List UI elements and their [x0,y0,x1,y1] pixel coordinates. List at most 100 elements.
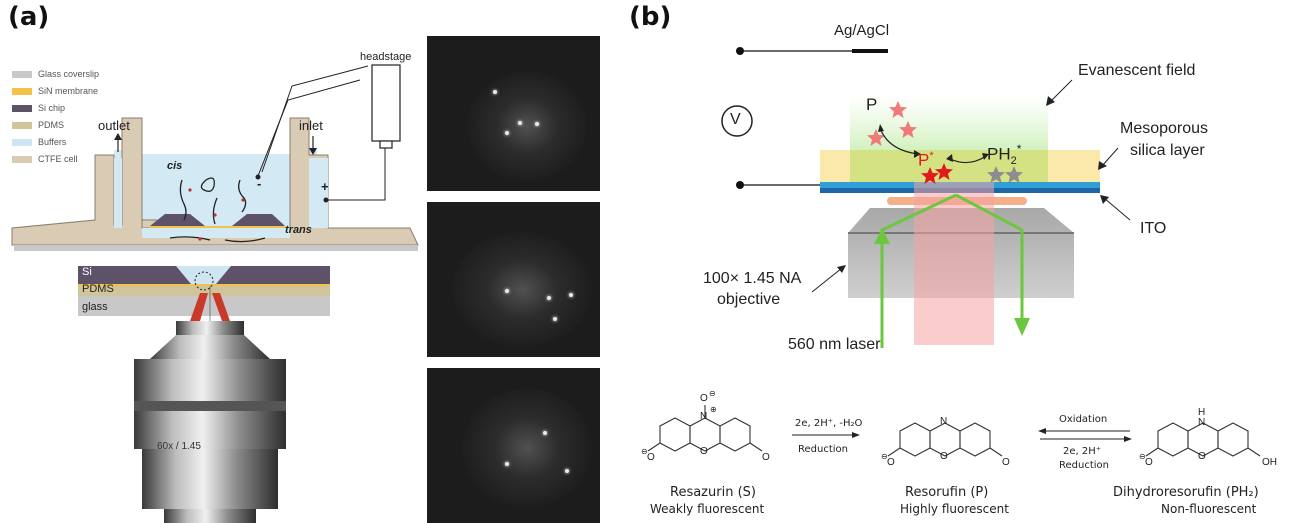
excited-product-star [921,167,939,184]
atom-label: N [1198,417,1206,428]
product-star [889,101,907,118]
dihydroresorufin-structure [1145,422,1261,457]
dna-label [213,213,217,217]
emission-column [914,182,994,345]
legend-item: SiN membrane [12,86,98,96]
cis-label: cis [167,160,183,172]
laser-beam [190,293,208,321]
objective-base [164,509,256,523]
voltage-source-icon [721,105,753,137]
legend-item: CTFE cell [12,154,78,164]
ito-pointer-head [1100,195,1109,204]
buffer-channel [142,228,290,238]
atom-label: O [887,457,895,468]
dna-strand [179,179,187,221]
headstage-label: headstage [360,51,412,63]
legend-label: SiN membrane [38,86,99,96]
legend-swatch [12,138,32,146]
laser-arrowhead-down [1014,318,1030,336]
exchange-arrow [879,127,919,155]
evanescent-label: Evanescent field [1078,62,1196,79]
reduced-star [987,166,1005,183]
glass-coverslip [14,245,418,251]
reaction2-conditions: 2e, 2H⁺ [1063,446,1102,457]
product-star [899,121,917,138]
fluorescent-spot [518,121,522,125]
headstage-box [371,64,401,142]
fluorescent-spot [493,90,497,94]
legend-swatch [12,155,32,163]
atom-label: N [940,416,948,427]
reduced-star [1005,166,1023,183]
atom-label: O [1145,457,1153,468]
dna-label [188,188,192,192]
glass-layer-label: glass [82,301,108,313]
evanescent-pointer [1049,79,1073,103]
panel-b-label: (b) [629,2,672,32]
sin-membrane [150,226,285,228]
dna-strand [212,197,218,225]
compound-desc-dihydroresorufin: Non-fluorescent [1161,502,1257,516]
atom-label: O [647,452,655,463]
silica-layer-label: silica layer [1130,142,1205,159]
ph2-subscript: 2 [1010,155,1017,168]
objective-label: 100× 1.45 NA [703,270,802,287]
trans-label: trans [285,224,312,236]
ph2-asterisk: * [1016,142,1022,156]
legend-label: Glass coverslip [38,69,100,79]
background-glow [462,388,592,508]
product-star [867,129,885,146]
electrode-cis [255,174,261,180]
resorufin-structure [887,422,1003,457]
dna-label [198,237,202,241]
fluorescence-frame-3 [427,368,600,523]
atom-label: O [762,452,770,463]
fluorescence-frame-2 [427,202,600,357]
sin-layer [78,284,330,286]
ito-label: ITO [1140,220,1167,237]
voltage-label: V [730,111,741,128]
dna-strand [169,236,211,241]
excited-product-star [935,163,953,180]
inlet-label: inlet [299,118,323,133]
si-chip [232,214,285,226]
tirf-setup-diagram [721,47,1131,348]
pdms-layer-label: PDMS [82,283,114,295]
compound-desc-resorufin: Highly fluorescent [900,502,1009,516]
evanescent-pointer-head [1046,96,1055,106]
atom-label: ⊖ [709,389,716,398]
background-glow [467,71,587,181]
resazurin-structure [647,405,763,452]
fluorescent-spot [505,462,509,466]
ito-pointer [1103,197,1131,221]
layer-stack [78,266,330,316]
reaction1-conditions: 2e, 2H⁺, -H₂O [795,418,863,429]
laser-arrowhead-up [874,228,890,244]
legend-swatch [12,70,32,78]
fluorescent-spot [535,122,539,126]
atom-label: O [700,446,708,457]
pdms-layer [78,284,330,296]
reaction1-arrowhead [852,432,860,438]
atom-label: O [1198,451,1206,462]
reaction2-type-bottom: Reduction [1059,460,1109,471]
legend-item: Si chip [12,103,65,113]
exchange-arrow-head [878,124,884,132]
outlet-channel [114,158,122,228]
fluorescent-spot [547,296,551,300]
compound-name-resazurin: Resazurin (S) [670,485,756,500]
dna-strand [200,177,215,192]
si-opening [176,266,231,284]
outlet-label: outlet [98,118,130,133]
minus-label: - [257,176,262,191]
chemical-structures [647,405,1261,457]
si-layer-label: Si [82,266,92,278]
compound-desc-resazurin: Weakly fluorescent [650,502,765,516]
inlet-channel [309,158,328,228]
compound-name-dihydroresorufin: Dihydroresorufin (PH₂) [1113,485,1259,500]
objective-ring [134,401,286,411]
plus-label: + [321,179,329,194]
reaction2-arrowhead-left [1038,428,1046,434]
fluorescent-spot [553,317,557,321]
atom-label: N [700,411,708,422]
